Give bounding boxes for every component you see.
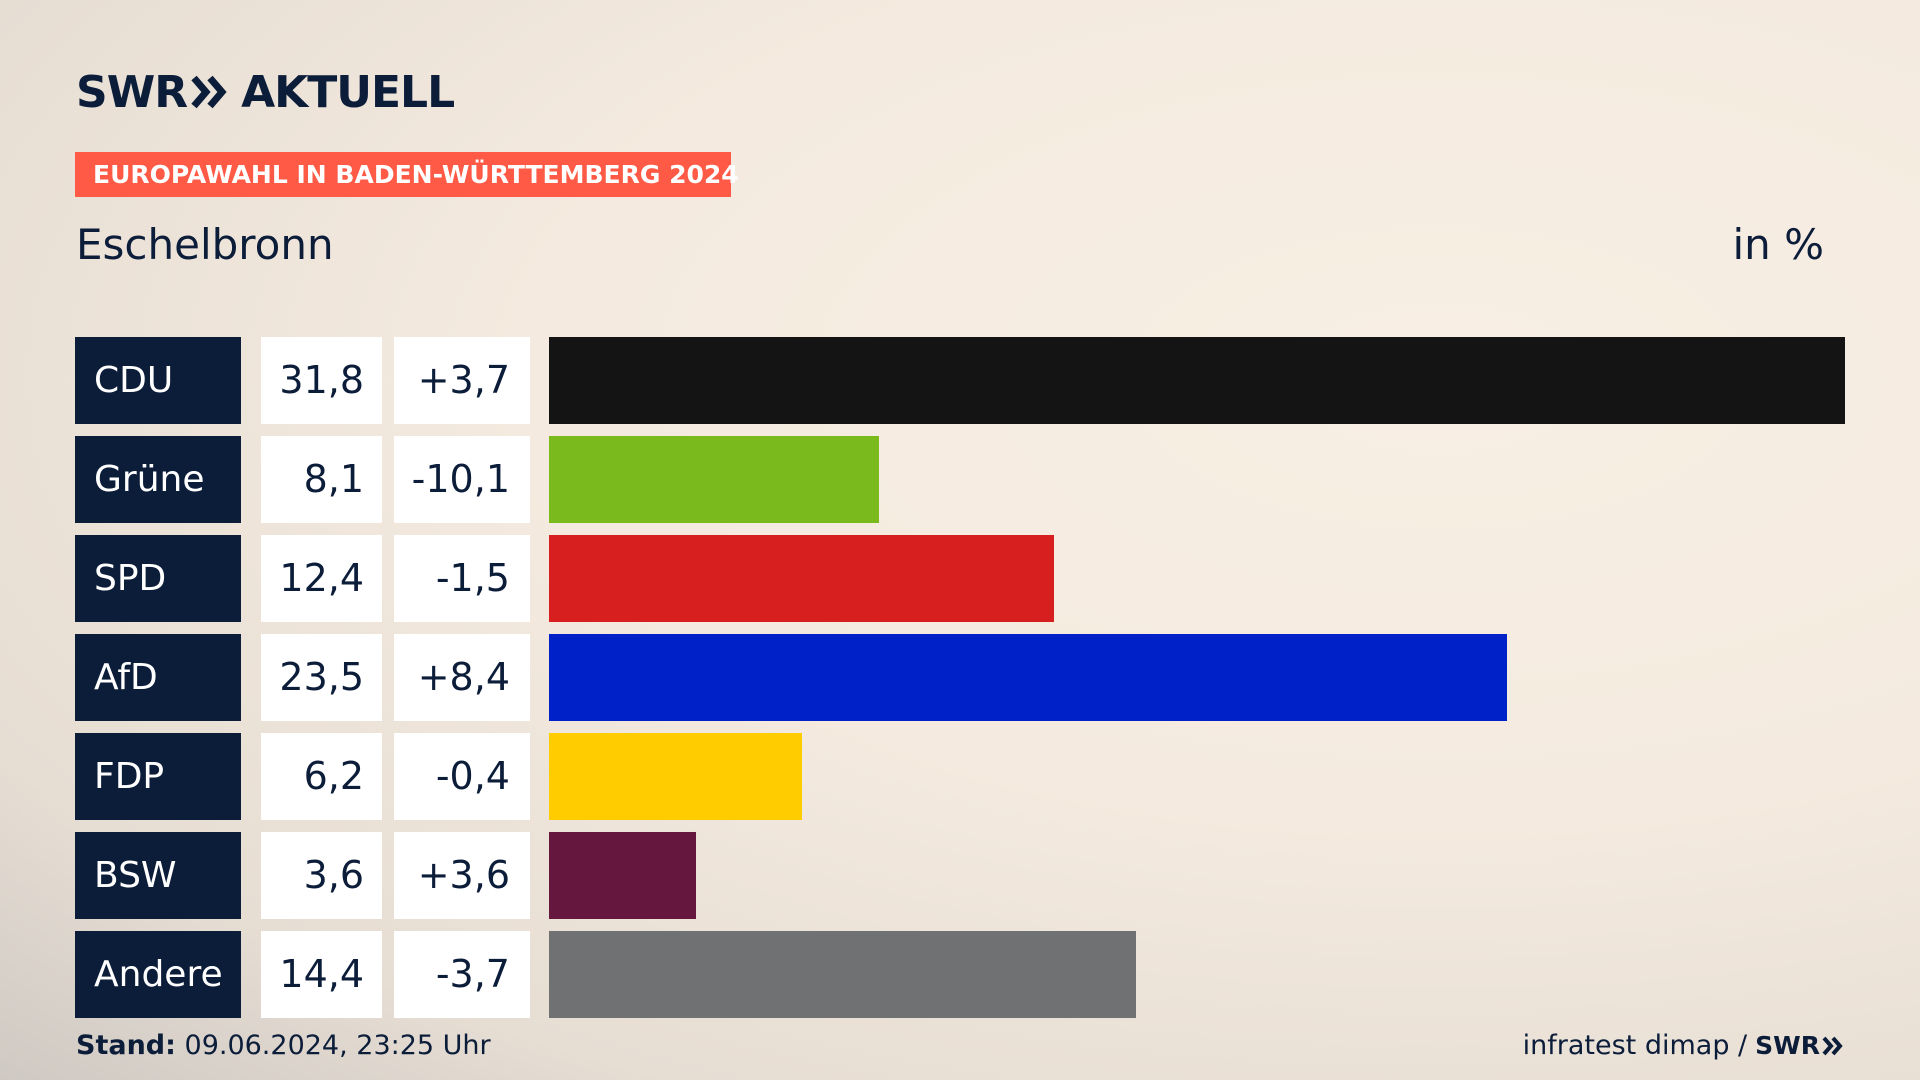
vote-change-value: -1,5 (394, 535, 530, 622)
source-text: infratest dimap / (1522, 1030, 1748, 1061)
vote-share-value: 6,2 (261, 733, 382, 820)
brand-text: SWR (76, 66, 188, 118)
result-bar (549, 337, 1845, 424)
stand-value: 09.06.2024, 23:25 Uhr (184, 1030, 491, 1061)
vote-change-value: -3,7 (394, 931, 530, 1018)
vote-share-value: 14,4 (261, 931, 382, 1018)
party-label: BSW (75, 832, 241, 919)
party-label: AfD (75, 634, 241, 721)
vote-share-value: 8,1 (261, 436, 382, 523)
vote-share-value: 12,4 (261, 535, 382, 622)
vote-change-value: +3,6 (394, 832, 530, 919)
unit-label: in % (1732, 220, 1824, 269)
vote-change-value: +3,7 (394, 337, 530, 424)
vote-change-value: -10,1 (394, 436, 530, 523)
source-credit: infratest dimap / SWR (1523, 1030, 1844, 1061)
party-label: Andere (75, 931, 241, 1018)
vote-share-value: 23,5 (261, 634, 382, 721)
election-banner: EUROPAWAHL IN BADEN-WÜRTTEMBERG 2024 (75, 152, 739, 197)
party-label: Grüne (75, 436, 241, 523)
vote-share-value: 31,8 (261, 337, 382, 424)
result-bar (549, 634, 1507, 721)
result-bar (549, 436, 879, 523)
swr-small-logo: SWR (1755, 1031, 1844, 1060)
result-bar (549, 832, 696, 919)
timestamp: Stand: 09.06.2024, 23:25 Uhr (76, 1030, 491, 1061)
result-bar (549, 931, 1136, 1018)
swr-aktuell-logo: SWR AKTUELL (76, 66, 455, 118)
party-label: FDP (75, 733, 241, 820)
result-bar (549, 733, 802, 820)
double-chevron-small-icon (1822, 1036, 1843, 1055)
result-bar (549, 535, 1054, 622)
vote-share-value: 3,6 (261, 832, 382, 919)
party-label: CDU (75, 337, 241, 424)
stand-label: Stand: (76, 1030, 176, 1061)
vote-change-value: -0,4 (394, 733, 530, 820)
brand-suffix: AKTUELL (241, 66, 455, 118)
vote-change-value: +8,4 (394, 634, 530, 721)
double-chevron-icon (191, 75, 229, 109)
party-label: SPD (75, 535, 241, 622)
municipality-title: Eschelbronn (76, 220, 334, 269)
source-brand: SWR (1755, 1031, 1820, 1060)
